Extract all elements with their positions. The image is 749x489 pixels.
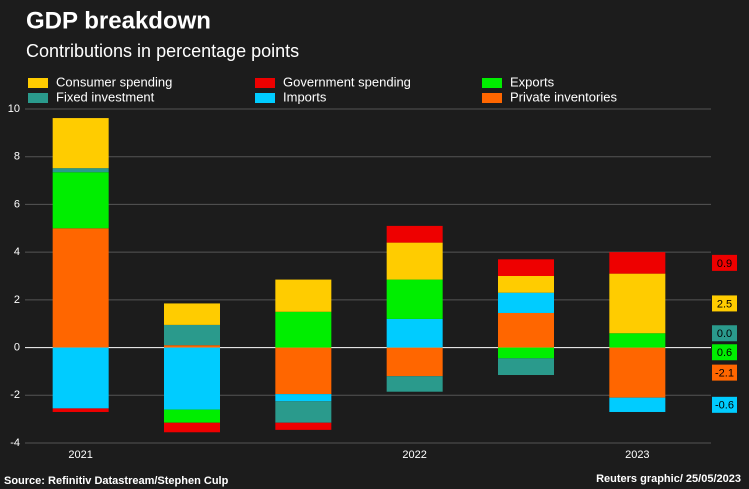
bar-segment: [386, 279, 443, 319]
bar-segment: [52, 168, 109, 173]
value-label-box: [712, 254, 737, 271]
value-label: 0.9: [717, 258, 732, 270]
legend-swatch: [28, 93, 48, 103]
bar-segment: [498, 347, 554, 359]
bar-segment: [498, 358, 554, 376]
y-tick-label: 10: [8, 103, 20, 115]
bar-segment: [52, 228, 109, 348]
source: Source: Refinitiv Datastream/Stephen Cul…: [4, 475, 229, 487]
legend-label: Government spending: [283, 74, 411, 89]
bar-segment: [164, 345, 220, 348]
bar-segment: [164, 422, 220, 433]
bar-segment: [386, 318, 443, 348]
x-tick-label: 2023: [625, 449, 649, 461]
bar-segment: [164, 303, 220, 325]
bar-segment: [498, 292, 554, 313]
value-label-box: [712, 325, 737, 342]
legend-label: Imports: [283, 89, 327, 104]
bar-segment: [275, 311, 332, 348]
legend-swatch: [255, 93, 275, 103]
bar-segment: [386, 242, 443, 280]
value-label: -2.1: [715, 368, 734, 380]
bar-segment: [52, 172, 109, 229]
chart-subtitle: Contributions in percentage points: [26, 41, 299, 61]
value-label: 0.0: [717, 328, 732, 340]
y-tick-label: -2: [10, 389, 20, 401]
y-tick-label: -4: [10, 437, 20, 449]
y-tick-label: 8: [14, 151, 20, 163]
legend-label: Fixed investment: [56, 89, 155, 104]
bar-segment: [164, 347, 220, 410]
bar-segment: [275, 422, 332, 430]
value-label-box: [712, 295, 737, 312]
y-tick-label: 6: [14, 198, 20, 210]
bar-segment: [275, 347, 332, 395]
bar-segment: [609, 397, 666, 412]
bar-segment: [386, 225, 443, 243]
bar-segment: [498, 259, 554, 276]
y-tick-label: 0: [14, 341, 20, 353]
bar-segment: [498, 276, 554, 293]
legend-label: Private inventories: [510, 89, 617, 104]
bar-segment: [498, 312, 554, 348]
bar-segment: [52, 408, 109, 412]
value-label: 0.6: [717, 347, 732, 359]
x-tick-label: 2021: [68, 449, 92, 461]
bar-segment: [164, 409, 220, 423]
credit: Reuters graphic/ 25/05/2023: [596, 473, 741, 485]
bar-segment: [386, 376, 443, 392]
bar-segment: [609, 333, 666, 348]
legend-label: Exports: [510, 74, 555, 89]
bar-segment: [386, 347, 443, 377]
bar-segment: [275, 279, 332, 312]
bar-segment: [52, 347, 109, 409]
bar-segment: [609, 273, 666, 334]
y-tick-label: 2: [14, 294, 20, 306]
legend-swatch: [482, 78, 502, 88]
legend-label: Consumer spending: [56, 74, 172, 89]
bar-segment: [52, 118, 109, 169]
bar-segment: [275, 401, 332, 423]
legend-swatch: [28, 78, 48, 88]
value-label: -0.6: [715, 400, 734, 412]
value-label: 2.5: [717, 298, 732, 310]
bar-segment: [609, 347, 666, 398]
value-label-box: [712, 344, 737, 361]
legend-swatch: [255, 78, 275, 88]
value-label-box: [712, 364, 737, 381]
value-label-box: [712, 396, 737, 413]
bar-segment: [275, 394, 332, 402]
legend-swatch: [482, 93, 502, 103]
bar-segment: [609, 252, 666, 274]
y-tick-label: 4: [14, 246, 20, 258]
chart-title: GDP breakdown: [26, 7, 211, 34]
x-tick-label: 2022: [402, 449, 426, 461]
bar-segment: [164, 324, 220, 346]
